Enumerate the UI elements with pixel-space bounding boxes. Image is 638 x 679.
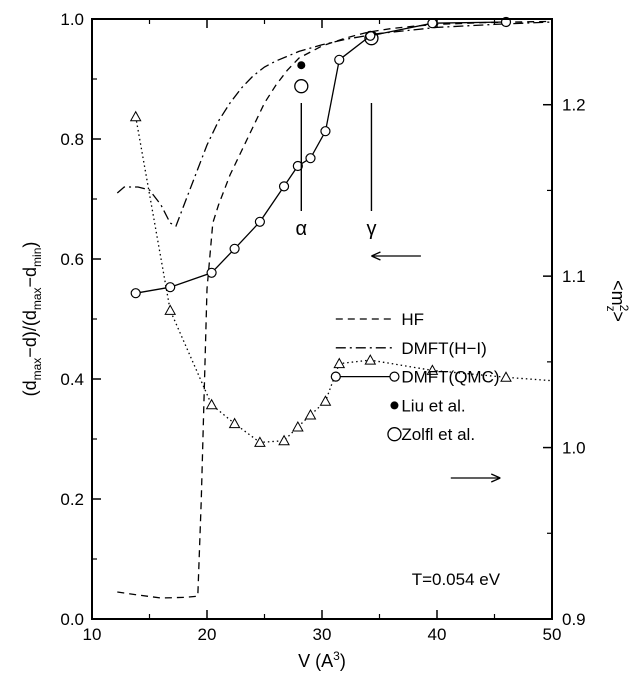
zolfl-point	[294, 79, 309, 94]
y2-axis-label-superscript: 2	[617, 305, 631, 312]
liu-point	[297, 61, 306, 70]
x-axis-label: V (A3)	[298, 649, 346, 671]
y-axis-label-subscript: max	[30, 358, 44, 381]
y-tick-label: 0.2	[60, 490, 84, 509]
triangle-marker	[319, 395, 332, 406]
legend-label: HF	[401, 310, 424, 329]
y2-axis-label-part: >	[608, 311, 628, 322]
y2-tick-label: 0.9	[562, 610, 586, 629]
x-tick-label: 20	[198, 625, 217, 644]
y-axis-label-part: )	[20, 242, 40, 248]
triangle-marker	[500, 371, 512, 382]
y-axis-label-subscript: min	[30, 248, 44, 267]
y-axis-label-part: (d	[20, 380, 40, 396]
y2-tick-label: 1.1	[562, 267, 586, 286]
triangle-marker	[164, 304, 177, 315]
y-tick-label: 0.6	[60, 250, 84, 269]
y2-axis-label: <mz2>	[604, 280, 631, 322]
right-arrow-head	[490, 473, 501, 483]
dmft-qmc-point	[229, 243, 240, 254]
hf-line	[117, 20, 553, 599]
x-tick-label: 50	[543, 625, 562, 644]
triangle-marker	[333, 357, 346, 369]
legend-label: Zolfl et al.	[401, 425, 475, 444]
triangle-marker	[426, 364, 439, 375]
legend-zolfl-marker	[387, 427, 402, 442]
triangle-marker	[278, 434, 290, 446]
zolfl-point	[364, 31, 379, 46]
x-tick-label: 10	[83, 625, 102, 644]
y-axis-label-part: −d)/(d	[20, 310, 40, 358]
y2-tick-label: 1.2	[562, 96, 586, 115]
dmft-qmc-point	[254, 216, 265, 227]
alpha-label: α	[296, 218, 308, 240]
annotations-layer	[300, 103, 501, 483]
y2-axis-label-subscript: z	[604, 306, 618, 312]
y-axis-label: (dmax−d)/(dmax−dmin)	[20, 242, 44, 397]
dmft-qmc-point	[206, 267, 217, 278]
triangle-marker	[292, 420, 304, 432]
triangle-marker	[304, 408, 317, 420]
dmft-qmc-point	[165, 282, 176, 293]
legend-label: Liu et al.	[401, 396, 465, 415]
legend-label: DMFT(H−I)	[401, 339, 486, 358]
x-axis-label-close: )	[340, 651, 346, 671]
x-tick-label: 40	[428, 625, 447, 644]
series-layer	[116, 16, 553, 599]
triangle-marker	[205, 398, 218, 410]
legend-label: DMFT(QMC)	[401, 368, 499, 387]
y2-tick-label: 1.0	[562, 439, 586, 458]
plot-frame	[91, 18, 553, 620]
y-axis-label-part: −d	[20, 267, 40, 288]
legend-dmft-qmc-marker	[389, 371, 400, 382]
triangle-marker	[254, 436, 266, 447]
triangle-marker	[228, 417, 241, 429]
x-axis-label-main: V (A	[298, 651, 333, 671]
gamma-label: γ	[366, 218, 376, 240]
dmft-qmc-point	[305, 153, 316, 164]
temperature-label: T=0.054 eV	[412, 570, 501, 589]
dmft-qmc-point	[427, 18, 438, 29]
dmft-qmc-point	[130, 288, 141, 299]
triangle-marker	[364, 354, 377, 365]
dmft-qmc-line	[135, 21, 507, 294]
dmft-qmc-point	[278, 181, 290, 192]
y-tick-label: 0.0	[60, 610, 84, 629]
triangle-marker	[129, 110, 142, 122]
y-tick-label: 0.4	[60, 370, 84, 389]
legend: HF DMFT(H−I) DMFT(QMC) Liu et al. Zolfl et a…	[330, 310, 500, 444]
legend-dmft-qmc-marker	[330, 371, 341, 382]
dmft-qmc-point	[334, 54, 345, 65]
legend-liu-marker	[390, 401, 399, 410]
y-tick-label: 0.8	[60, 130, 84, 149]
mz2-line	[135, 116, 553, 444]
dmft-qmc-point	[320, 126, 331, 137]
x-tick-label: 30	[313, 625, 332, 644]
y2-axis-label-part: <m	[608, 280, 628, 306]
left-arrow-head	[371, 251, 381, 261]
y-axis-label-subscript: max	[30, 287, 44, 310]
axis-ticks: 10 20 30 40 50 0.0 0.2 0.4 0.6 0.8 1.0 0.9 1.0 1.1 1.2	[60, 10, 585, 644]
dmft-qmc-point	[292, 160, 303, 172]
y-tick-label: 1.0	[60, 10, 84, 29]
x-axis-label-sup: 3	[333, 649, 340, 663]
dmft-hi-line	[116, 21, 553, 227]
